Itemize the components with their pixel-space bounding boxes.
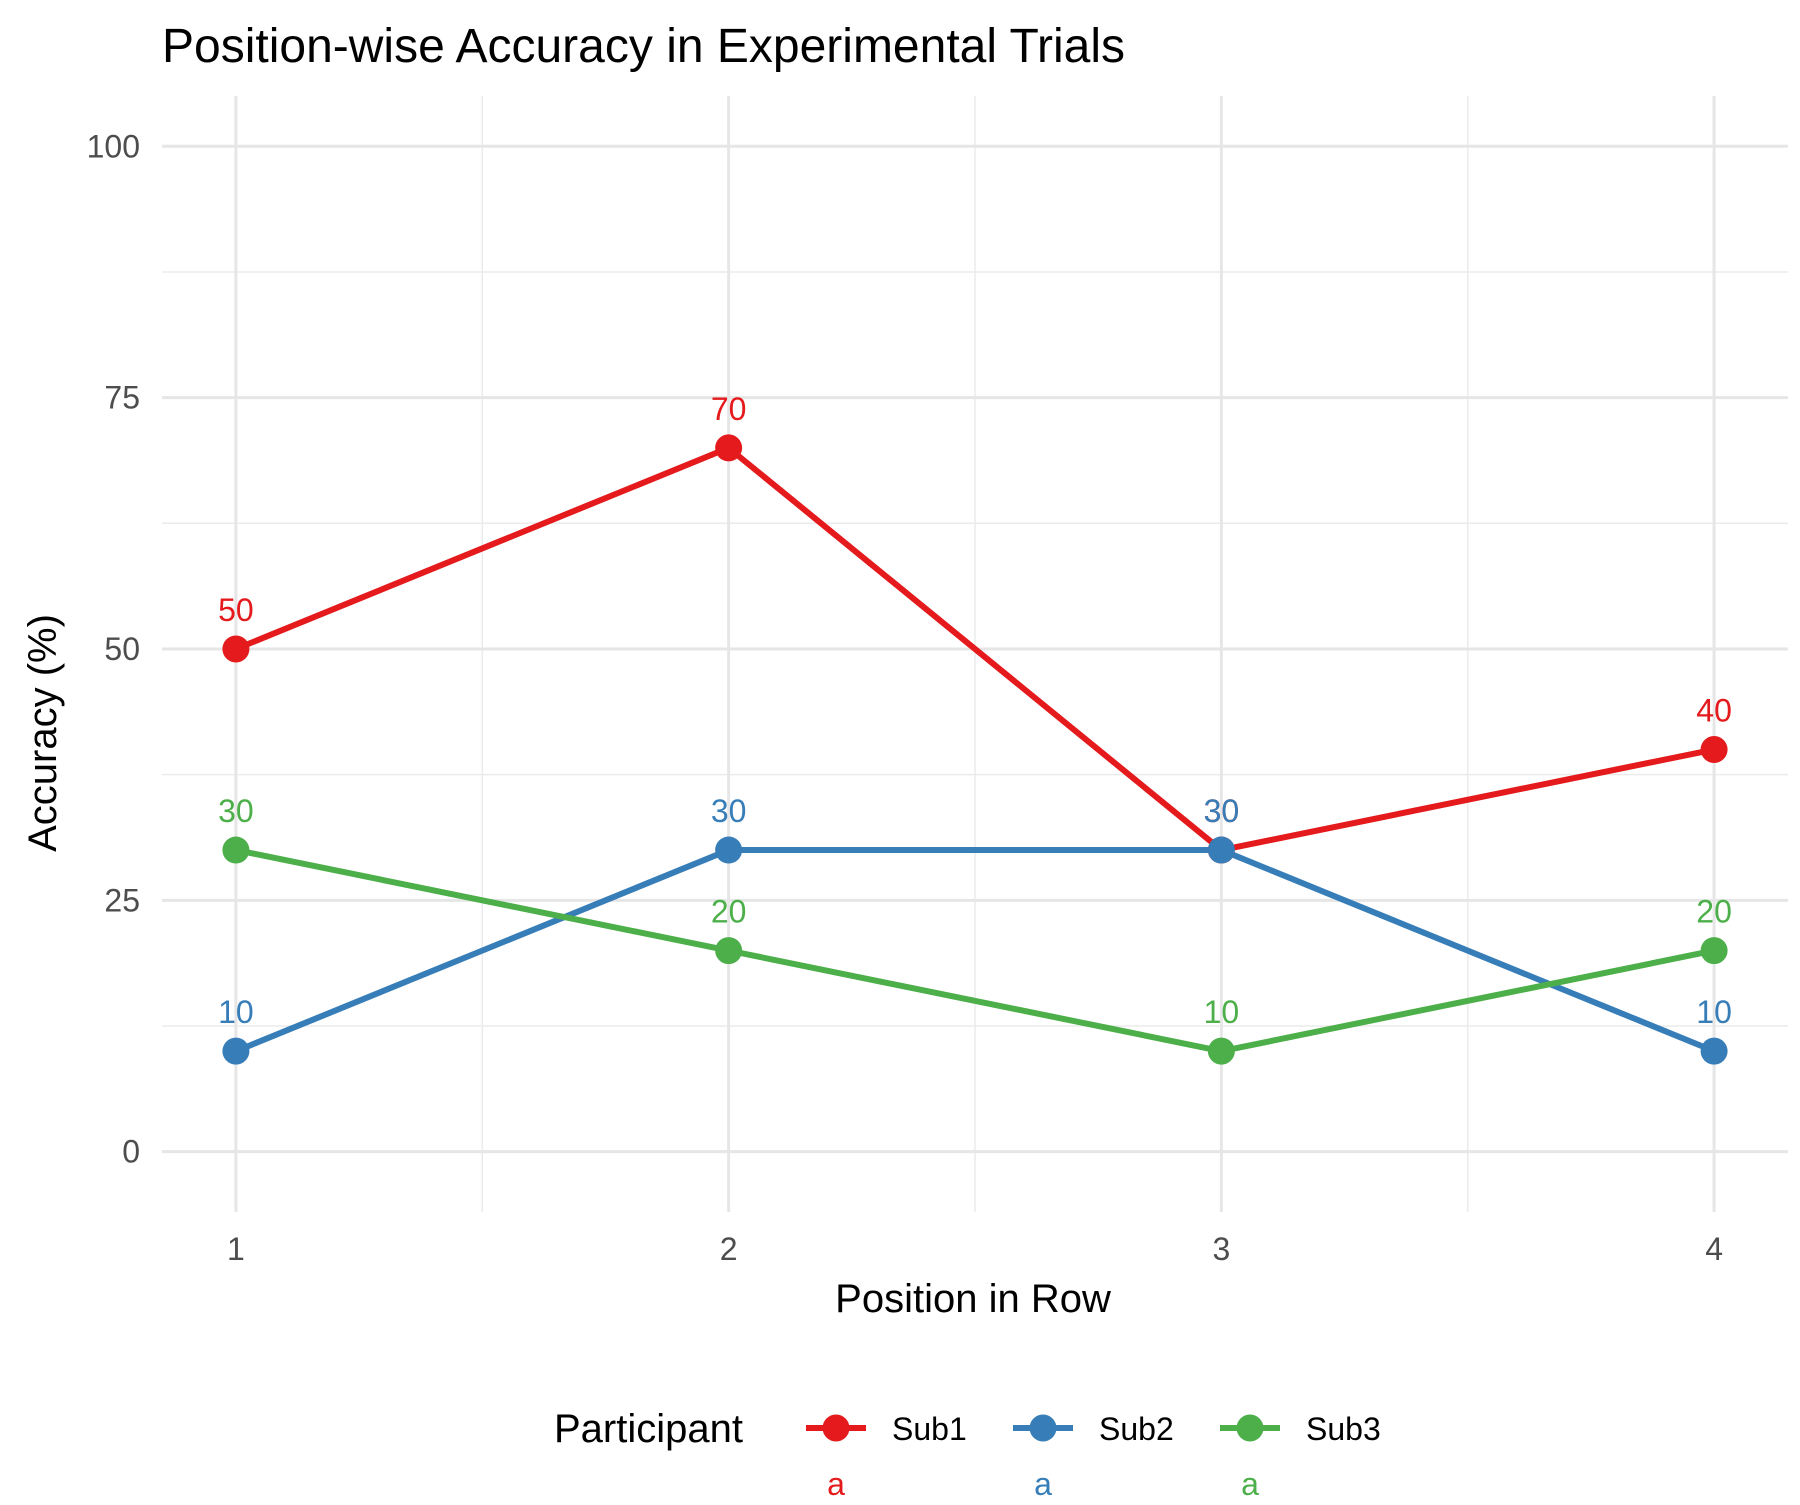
- x-tick-label: 1: [227, 1231, 245, 1267]
- y-tick-label: 0: [122, 1134, 140, 1170]
- series-line-sub3: [232, 847, 1718, 1055]
- chart-title: Position-wise Accuracy in Experimental T…: [162, 20, 1125, 73]
- data-point-sub2: [222, 1037, 250, 1065]
- series-lines: [232, 444, 1718, 1055]
- data-point-sub3: [1700, 937, 1728, 965]
- data-point-sub3: [1207, 1037, 1235, 1065]
- x-tick-label: 3: [1212, 1231, 1230, 1267]
- data-label-sub1: 50: [218, 592, 254, 628]
- y-axis-title: Accuracy (%): [21, 614, 65, 852]
- data-label-sub1: 40: [1696, 693, 1732, 729]
- grid-lines: [162, 96, 1788, 1212]
- legend-item-sub2: a Sub2: [1013, 1411, 1174, 1502]
- data-label-sub3: 30: [218, 793, 254, 829]
- data-point-sub1: [715, 434, 743, 462]
- legend-key-label-glyph: a: [1034, 1466, 1052, 1500]
- data-point-sub1: [222, 635, 250, 663]
- legend-key-label-glyph: a: [827, 1466, 845, 1500]
- legend: Participant a Sub1 a Sub2 a Sub3: [554, 1407, 1381, 1502]
- data-point-sub2: [1700, 1037, 1728, 1065]
- data-point-sub3: [222, 836, 250, 864]
- x-tick-label: 4: [1705, 1231, 1723, 1267]
- y-tick-label: 100: [87, 128, 140, 164]
- data-label-sub1: 30: [1204, 793, 1240, 829]
- legend-item-label: Sub3: [1306, 1411, 1381, 1447]
- legend-key-point: [822, 1414, 850, 1442]
- data-point-sub3: [715, 937, 743, 965]
- data-label-sub3: 10: [1204, 994, 1240, 1030]
- data-point-sub2: [715, 836, 743, 864]
- x-axis-title: Position in Row: [835, 1277, 1111, 1321]
- legend-key-point: [1029, 1414, 1057, 1442]
- legend-key-label-glyph: a: [1241, 1466, 1259, 1500]
- data-point-sub2: [1207, 836, 1235, 864]
- axis-ticks: 0 25 50 75 100 1 2 3 4: [87, 128, 1723, 1267]
- y-tick-label: 50: [104, 631, 140, 667]
- legend-items: a Sub1 a Sub2 a Sub3: [806, 1411, 1381, 1502]
- data-label-sub2: 10: [218, 994, 254, 1030]
- y-tick-label: 25: [104, 882, 140, 918]
- data-label-sub2: 30: [1204, 793, 1240, 829]
- y-tick-label: 75: [104, 380, 140, 416]
- legend-title: Participant: [554, 1407, 743, 1451]
- data-label-sub1: 70: [711, 391, 747, 427]
- legend-item-sub1: a Sub1: [806, 1411, 967, 1502]
- data-point-sub1: [1700, 736, 1728, 764]
- data-label-sub3: 20: [1696, 894, 1732, 930]
- data-points: [222, 434, 1728, 1065]
- data-label-sub3: 20: [711, 894, 747, 930]
- legend-item-label: Sub1: [892, 1411, 967, 1447]
- data-label-sub2: 10: [1696, 994, 1732, 1030]
- data-label-sub2: 30: [711, 793, 747, 829]
- legend-key-point: [1236, 1414, 1264, 1442]
- legend-item-label: Sub2: [1099, 1411, 1174, 1447]
- x-tick-label: 2: [720, 1231, 738, 1267]
- legend-item-sub3: a Sub3: [1220, 1411, 1381, 1502]
- series-line-sub2: [232, 847, 1718, 1055]
- series-line-sub1: [232, 444, 1718, 854]
